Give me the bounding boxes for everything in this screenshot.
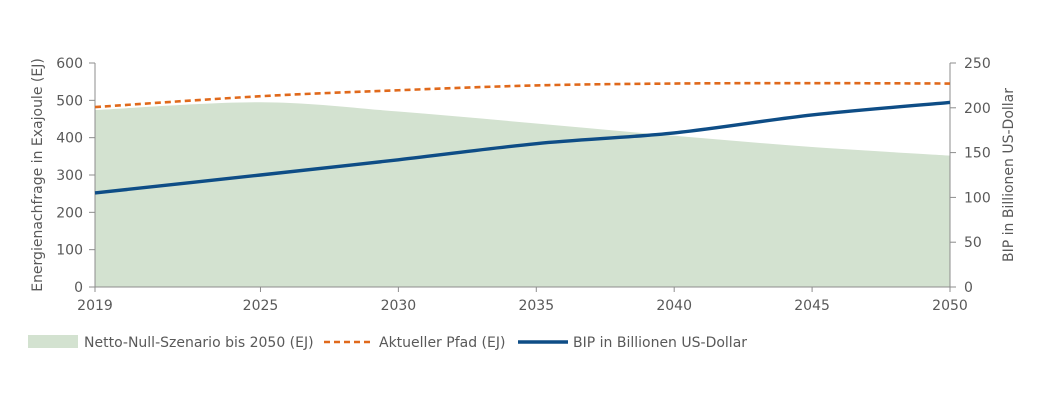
y-right-tick-label: 250 — [964, 56, 991, 72]
x-tick-label: 2045 — [794, 298, 830, 314]
legend-label-solid: BIP in Billionen US-Dollar — [573, 335, 747, 351]
y-left-tick-label: 600 — [56, 56, 83, 72]
y-left-tick-label: 500 — [56, 93, 83, 109]
y-right-tick-label: 0 — [964, 280, 973, 296]
right-axis-title: BIP in Billionen US-Dollar — [1001, 88, 1017, 262]
y-right-tick-label: 50 — [964, 235, 982, 251]
y-left-tick-label: 200 — [56, 205, 83, 221]
y-left-tick-label: 100 — [56, 243, 83, 259]
x-tick-label: 2019 — [77, 298, 113, 314]
series-line-aktueller-pfad — [94, 81, 951, 109]
legend-label-dashed: Aktueller Pfad (EJ) — [379, 335, 505, 351]
y-left-tick-label: 0 — [74, 280, 83, 296]
y-right-tick-label: 150 — [964, 146, 991, 162]
y-right-tick-label: 100 — [964, 190, 991, 206]
y-left-tick-label: 400 — [56, 131, 83, 147]
x-tick-label: 2040 — [656, 298, 692, 314]
series-line-bip — [94, 100, 951, 195]
x-tick-label: 2050 — [932, 298, 968, 314]
y-left-tick-label: 300 — [56, 168, 83, 184]
legend-swatch-area — [28, 335, 78, 348]
y-right-tick-label: 200 — [964, 101, 991, 117]
series-area-netto-null — [95, 102, 950, 287]
x-tick-label: 2030 — [381, 298, 417, 314]
left-axis-title: Energienachfrage in Exajoule (EJ) — [30, 58, 46, 292]
x-tick-label: 2025 — [243, 298, 279, 314]
x-tick-label: 2035 — [518, 298, 554, 314]
legend-label-area: Netto-Null-Szenario bis 2050 (EJ) — [84, 335, 314, 351]
legend: Netto-Null-Szenario bis 2050 (EJ) Aktuel… — [28, 335, 747, 351]
